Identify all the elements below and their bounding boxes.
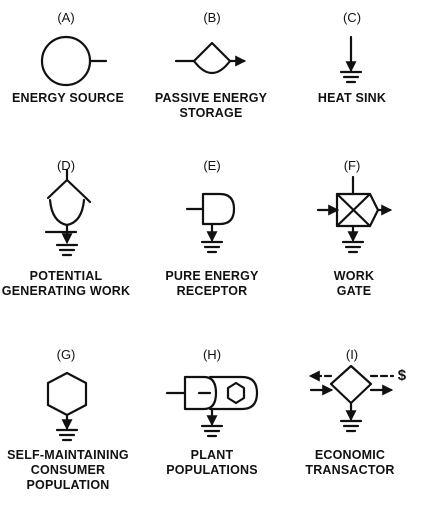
caption-e: PURE ENERGY RECEPTOR (165, 269, 259, 298)
caption-f: WORK GATE (333, 269, 375, 298)
label-a: (A) (57, 10, 75, 25)
caption-a: ENERGY SOURCE (11, 91, 125, 105)
circle-energy-source-icon (40, 35, 108, 87)
caption-g: SELF-MAINTAINING CONSUMER POPULATION (7, 448, 129, 492)
caption-b: PASSIVE ENERGY STORAGE (154, 91, 268, 120)
tank-storage-icon (174, 41, 247, 75)
potential-generating-work-icon (44, 168, 92, 257)
caption-i: ECONOMIC TRANSACTOR (305, 448, 395, 477)
work-gate-icon (316, 175, 393, 254)
economic-transactor-icon (308, 364, 395, 433)
label-g: (G) (56, 347, 76, 362)
hexagon-consumer-icon (46, 371, 88, 442)
heat-sink-icon (339, 35, 363, 84)
label-i: (I) (345, 347, 359, 362)
label-e: (E) (203, 158, 221, 173)
dollar-label: $ (397, 367, 407, 384)
plant-population-icon (165, 375, 259, 438)
label-c: (C) (342, 10, 362, 25)
label-d: (D) (56, 158, 76, 173)
label-f: (F) (343, 158, 361, 173)
caption-d: POTENTIAL GENERATING WORK (1, 269, 131, 298)
caption-h: PLANT POPULATIONS (166, 448, 258, 477)
label-b: (B) (203, 10, 221, 25)
caption-c: HEAT SINK (317, 91, 387, 105)
pure-energy-receptor-icon (185, 192, 236, 254)
label-h: (H) (202, 347, 222, 362)
